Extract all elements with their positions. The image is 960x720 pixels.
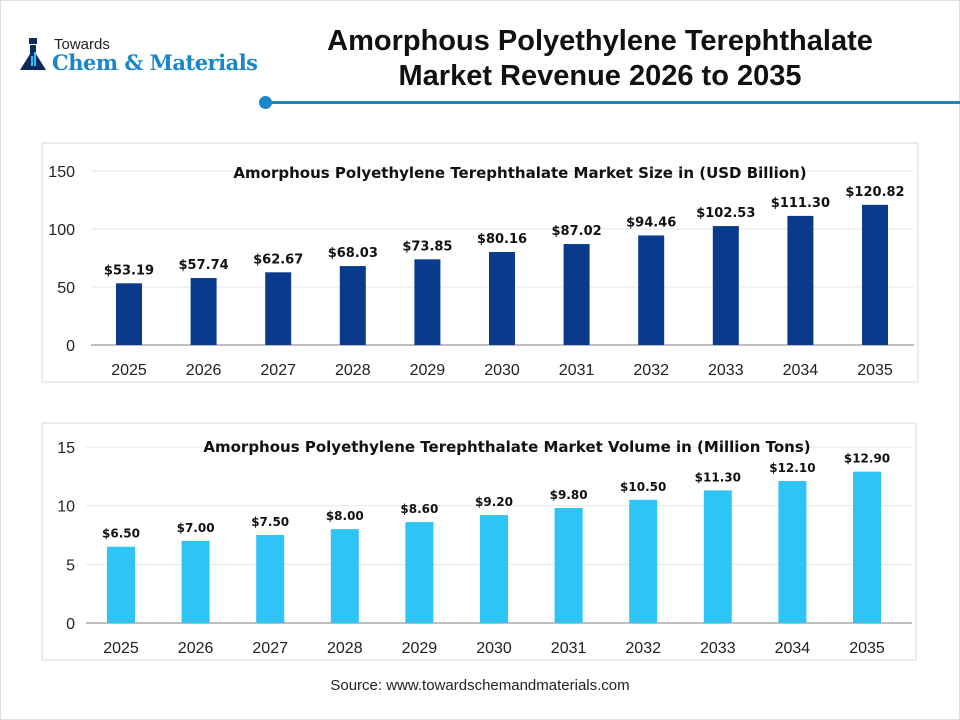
x-tick-label: 2027: [252, 640, 288, 657]
x-tick-label: 2032: [633, 362, 669, 379]
y-tick-label: 50: [57, 280, 75, 297]
bar-2028: [330, 529, 359, 623]
x-tick-label: 2035: [857, 362, 893, 379]
bar-2026: [190, 278, 217, 345]
bar-2035: [862, 204, 888, 345]
page-title: Amorphous Polyethylene Terephthalate Mar…: [327, 25, 873, 92]
data-label: $57.74: [179, 258, 229, 273]
title-underline-dot: [259, 96, 272, 109]
y-tick-label: 150: [48, 164, 75, 181]
bar-2029: [405, 522, 434, 623]
bar-2025: [116, 283, 142, 345]
flask-icon: [20, 38, 46, 70]
bar-2029: [414, 259, 441, 345]
x-tick-label: 2034: [783, 362, 819, 379]
x-tick-label: 2028: [327, 640, 363, 657]
x-tick-label: 2029: [402, 640, 438, 657]
bar-2035: [853, 471, 881, 623]
chart-frame: [41, 142, 919, 383]
data-label: $120.82: [845, 185, 904, 200]
data-label: $73.85: [402, 239, 452, 254]
data-label: $68.03: [328, 246, 378, 261]
x-tick-label: 2030: [484, 362, 520, 379]
y-tick-label: 10: [57, 499, 75, 516]
x-tick-label: 2028: [335, 362, 371, 379]
x-tick-label: 2027: [260, 362, 296, 379]
bar-2028: [339, 266, 366, 345]
y-tick-label: 100: [48, 222, 75, 239]
bar-2032: [629, 499, 658, 623]
data-label: $11.30: [695, 470, 741, 484]
y-tick-label: 5: [66, 557, 75, 574]
bar-2027: [265, 272, 292, 345]
data-label: $111.30: [771, 196, 830, 211]
data-label: $7.00: [177, 521, 215, 535]
x-tick-label: 2033: [708, 362, 744, 379]
title-underline: [266, 101, 960, 104]
data-label: $6.50: [102, 527, 140, 541]
x-tick-label: 2026: [186, 362, 222, 379]
y-tick-label: 15: [57, 440, 75, 457]
x-tick-label: 2033: [700, 640, 736, 657]
data-label: $87.02: [552, 224, 602, 239]
bar-2030: [480, 515, 508, 623]
y-tick-label: 0: [66, 338, 75, 355]
chart-title: Amorphous Polyethylene Terephthalate Mar…: [233, 164, 806, 182]
data-label: $7.50: [251, 515, 289, 529]
y-tick-label: 0: [66, 616, 75, 633]
bar-2031: [563, 244, 590, 345]
x-tick-label: 2034: [775, 640, 811, 657]
x-tick-label: 2029: [410, 362, 446, 379]
x-tick-label: 2025: [111, 362, 147, 379]
source-text: Source: www.towardschemandmaterials.com: [330, 677, 630, 694]
data-label: $102.53: [696, 206, 755, 221]
bar-2027: [256, 535, 285, 623]
data-label: $10.50: [620, 480, 666, 494]
bar-2025: [107, 546, 135, 623]
x-tick-label: 2032: [625, 640, 661, 657]
bar-2032: [638, 235, 665, 345]
bar-2030: [489, 252, 515, 345]
bar-2034: [787, 215, 814, 345]
data-label: $12.10: [769, 461, 815, 475]
data-label: $8.00: [326, 509, 364, 523]
logo-brand: Chem & Materials: [52, 50, 258, 75]
data-label: $53.19: [104, 263, 154, 278]
data-label: $80.16: [477, 232, 527, 247]
chart-title: Amorphous Polyethylene Terephthalate Mar…: [203, 438, 810, 456]
data-label: $62.67: [253, 252, 303, 267]
bar-2033: [712, 226, 739, 345]
data-label: $8.60: [400, 502, 438, 516]
bar-2033: [703, 490, 732, 623]
x-tick-label: 2031: [551, 640, 587, 657]
bar-2031: [554, 508, 583, 623]
x-tick-label: 2030: [476, 640, 512, 657]
data-label: $12.90: [844, 452, 890, 466]
x-tick-label: 2031: [559, 362, 595, 379]
data-label: $9.80: [550, 488, 588, 502]
data-label: $94.46: [626, 215, 676, 230]
logo-towards: Towards: [54, 36, 110, 53]
bar-2026: [181, 540, 210, 623]
bar-2034: [778, 481, 807, 623]
x-tick-label: 2035: [849, 640, 885, 657]
x-tick-label: 2026: [178, 640, 214, 657]
x-tick-label: 2025: [103, 640, 139, 657]
data-label: $9.20: [475, 495, 513, 509]
